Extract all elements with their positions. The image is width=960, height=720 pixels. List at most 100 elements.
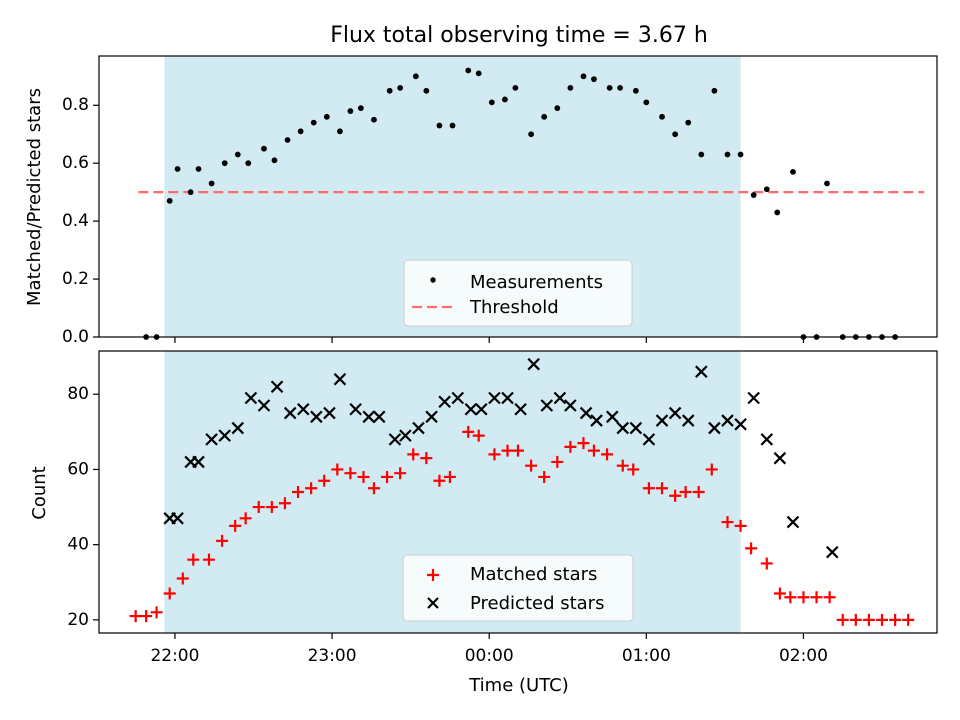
matched-star-point	[889, 613, 902, 626]
bottom-panel: 20 40 60 80 22:00 23:00 00:00 01:00 02:00 Count…	[29, 350, 938, 696]
matched-star-point	[229, 519, 242, 532]
predicted-star-point	[488, 391, 501, 405]
predicted-star-point	[333, 372, 347, 386]
matched-star-point	[381, 470, 394, 483]
measurement-point	[502, 96, 508, 103]
matched-star-point	[501, 444, 514, 457]
top-legend: Measurements Threshold	[403, 259, 633, 327]
legend-predicted-marker	[427, 597, 439, 609]
matched-star-point	[367, 482, 380, 495]
measurement-point	[488, 99, 495, 106]
matched-star-point	[331, 463, 344, 476]
predicted-star-point	[171, 512, 184, 525]
predicted-star-point	[773, 451, 787, 465]
measurement-point	[475, 70, 482, 77]
predicted-star-point	[540, 399, 554, 412]
matched-star-point	[163, 587, 176, 600]
matched-star-point	[525, 459, 538, 472]
matched-star-point	[140, 610, 153, 623]
predicted-star-point	[786, 515, 800, 529]
matched-star-point	[357, 470, 370, 483]
measurement-point	[174, 166, 181, 172]
matched-star-point	[472, 429, 485, 442]
measurement-point	[261, 145, 267, 152]
matched-star-point	[187, 553, 200, 566]
predicted-star-point	[244, 391, 258, 405]
predicted-star-point	[218, 429, 231, 442]
measurement-point	[737, 151, 744, 158]
predicted-star-point	[451, 391, 465, 405]
measurement-point	[790, 168, 796, 175]
predicted-star-point	[372, 410, 386, 424]
top-y-tick-label: 0.6	[62, 153, 89, 173]
measurement-point	[567, 84, 574, 91]
bottom-x-tick-label: 22:00	[150, 646, 199, 666]
top-x-ticks	[174, 337, 805, 343]
predicted-star-point	[270, 380, 284, 393]
legend-measurements-marker	[430, 277, 436, 283]
predicted-star-point	[310, 410, 323, 424]
measurement-point	[528, 131, 534, 138]
matched-star-point	[216, 534, 229, 547]
measurement-point	[512, 84, 519, 91]
predicted-star-point	[642, 433, 656, 446]
bottom-y-tick-label: 80	[67, 384, 89, 404]
predicted-star-point	[231, 421, 245, 435]
matched-star-point	[150, 606, 163, 619]
predicted-star-point	[721, 414, 734, 427]
x-axis-label: Time (UTC)	[468, 675, 569, 696]
top-y-axis-label: Matched/Predicted stars	[24, 88, 45, 306]
matched-star-point	[318, 474, 331, 487]
predicted-star-point	[579, 406, 593, 420]
measurement-point	[436, 122, 443, 129]
predicted-star-points	[163, 357, 839, 559]
matched-star-point	[344, 467, 357, 480]
matched-star-point	[252, 501, 265, 514]
top-legend-box	[403, 259, 633, 327]
predicted-star-point	[553, 391, 567, 405]
measurement-point	[659, 113, 665, 120]
predicted-star-point	[734, 418, 747, 431]
measurement-point	[284, 137, 291, 143]
predicted-star-point	[412, 421, 425, 435]
measurement-point	[297, 128, 304, 135]
measurement-point	[234, 151, 241, 158]
bottom-frame	[98, 350, 938, 634]
top-y-tick-label: 0.4	[62, 211, 89, 231]
measurement-point	[698, 151, 705, 158]
matched-star-point	[745, 542, 758, 555]
predicted-star-point	[747, 391, 760, 405]
measurement-point	[357, 105, 364, 112]
measurement-point	[824, 180, 830, 187]
predicted-star-point	[514, 403, 527, 416]
matched-star-point	[734, 519, 747, 532]
matched-star-point	[601, 448, 614, 461]
predicted-star-point	[192, 455, 205, 469]
matched-star-point	[876, 613, 889, 626]
predicted-star-point	[695, 365, 708, 378]
matched-star-point	[488, 448, 501, 461]
bottom-y-tick-label: 60	[67, 459, 89, 479]
bottom-x-tick-label: 01:00	[622, 646, 671, 666]
measurement-point	[606, 84, 613, 91]
measurement-point	[763, 186, 770, 193]
bottom-x-tick-label: 00:00	[465, 646, 514, 666]
measurement-point	[397, 84, 404, 91]
measurement-point	[774, 209, 781, 216]
predicted-star-point	[655, 414, 669, 427]
measurement-point	[554, 105, 561, 112]
top-y-tick-label: 0.8	[62, 95, 89, 115]
bottom-y-axis-label: Count	[29, 466, 50, 519]
legend-predicted-label: Predicted stars	[470, 593, 604, 614]
measurement-point	[245, 160, 252, 167]
predicted-star-point	[388, 433, 402, 446]
matched-star-point	[239, 512, 252, 525]
matched-star-point	[862, 613, 875, 626]
predicted-star-point	[205, 433, 218, 446]
predicted-star-point	[464, 403, 478, 416]
matched-star-point	[577, 437, 590, 450]
measurement-point	[310, 119, 317, 126]
measurement-point	[724, 151, 731, 158]
predicted-star-point	[629, 421, 643, 435]
matched-star-point	[902, 613, 915, 626]
